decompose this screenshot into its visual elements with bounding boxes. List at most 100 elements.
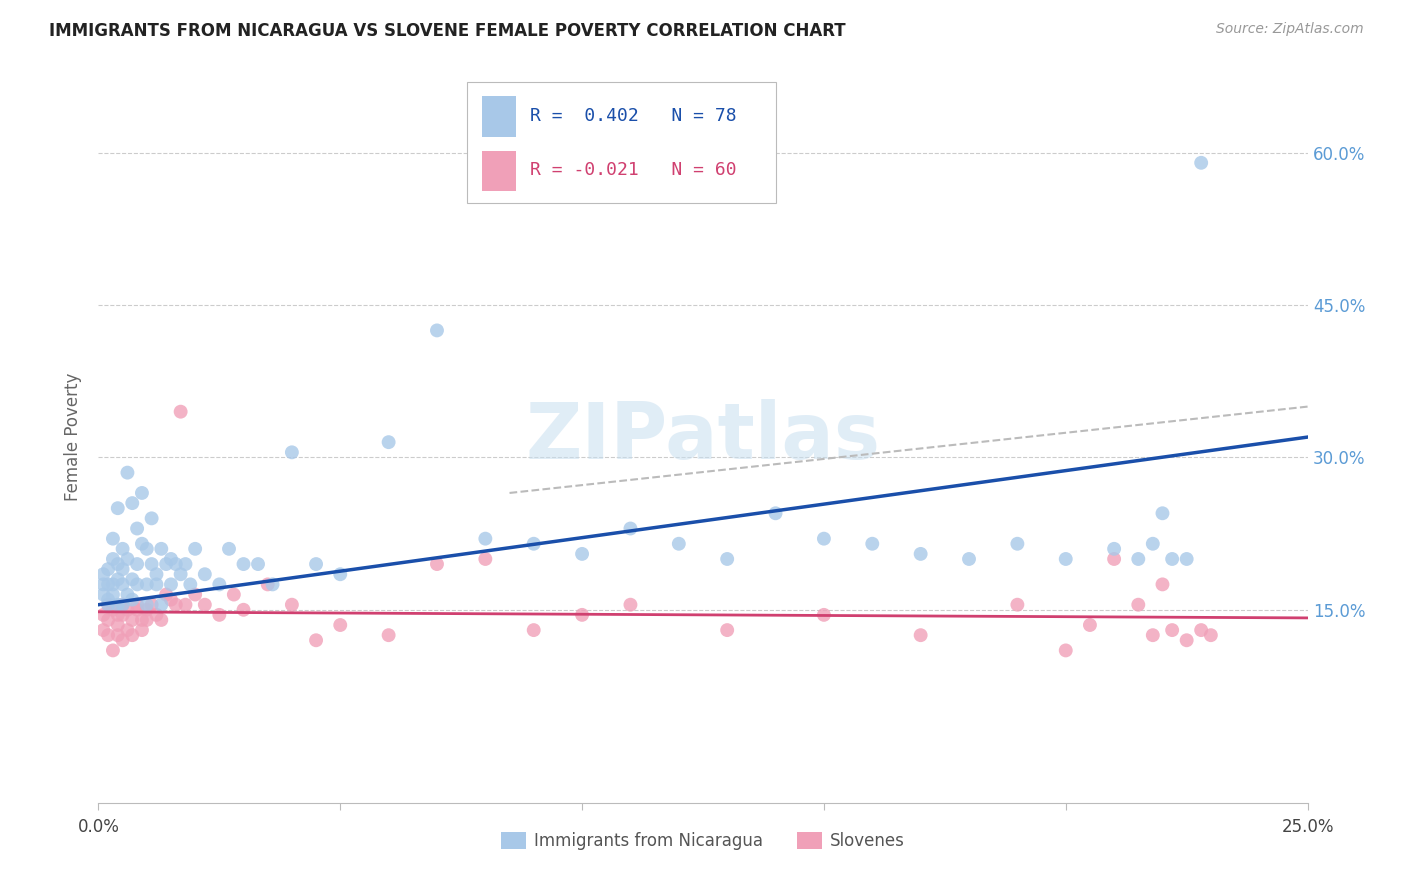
Point	[1175, 552, 1198, 566]
Point	[165, 598, 187, 612]
Point	[135, 598, 157, 612]
Point	[117, 588, 139, 602]
Text: IMMIGRANTS FROM NICARAGUA VS SLOVENE FEMALE POVERTY CORRELATION CHART: IMMIGRANTS FROM NICARAGUA VS SLOVENE FEM…	[49, 22, 846, 40]
Point	[1142, 628, 1164, 642]
Point	[1161, 623, 1184, 637]
Point	[716, 552, 738, 566]
Y-axis label: Female Poverty: Female Poverty	[65, 373, 83, 501]
Point	[135, 541, 157, 556]
FancyBboxPatch shape	[467, 82, 776, 203]
Point	[523, 623, 546, 637]
Point	[957, 552, 980, 566]
Point	[131, 486, 153, 500]
Point	[222, 588, 245, 602]
Point	[474, 552, 496, 566]
Point	[121, 496, 143, 510]
Point	[145, 577, 167, 591]
Point	[377, 435, 399, 450]
Point	[571, 607, 593, 622]
Point	[107, 557, 129, 571]
Point	[135, 613, 157, 627]
Point	[232, 557, 254, 571]
Point	[281, 598, 304, 612]
Point	[111, 598, 134, 612]
Point	[262, 577, 284, 591]
Point	[184, 541, 207, 556]
Point	[160, 577, 183, 591]
Point	[91, 577, 114, 591]
Point	[107, 607, 129, 622]
Point	[145, 567, 167, 582]
Point	[1007, 598, 1029, 612]
Point	[426, 323, 449, 337]
Point	[101, 552, 124, 566]
Point	[184, 588, 207, 602]
Point	[91, 623, 114, 637]
Point	[256, 577, 278, 591]
Point	[619, 521, 641, 535]
Point	[97, 628, 120, 642]
Point	[1054, 643, 1077, 657]
Point	[1128, 552, 1150, 566]
Point	[426, 557, 449, 571]
Point	[1128, 598, 1150, 612]
Point	[97, 598, 120, 612]
Point	[101, 603, 124, 617]
Point	[121, 628, 143, 642]
Point	[127, 598, 149, 612]
Point	[97, 598, 120, 612]
Text: Source: ZipAtlas.com: Source: ZipAtlas.com	[1216, 22, 1364, 37]
Point	[107, 572, 129, 586]
Point	[97, 613, 120, 627]
Point	[121, 572, 143, 586]
Point	[305, 557, 328, 571]
Point	[117, 552, 139, 566]
Point	[169, 567, 191, 582]
Point	[174, 598, 197, 612]
Point	[107, 501, 129, 516]
Point	[165, 557, 187, 571]
Point	[150, 598, 173, 612]
Point	[329, 567, 352, 582]
Point	[160, 552, 183, 566]
Point	[101, 588, 124, 602]
Point	[135, 577, 157, 591]
Point	[1152, 506, 1174, 520]
Point	[218, 541, 240, 556]
Point	[1142, 537, 1164, 551]
Point	[91, 567, 114, 582]
Point	[97, 577, 120, 591]
Point	[169, 405, 191, 419]
Point	[107, 618, 129, 632]
Point	[1161, 552, 1184, 566]
Point	[131, 623, 153, 637]
Point	[111, 577, 134, 591]
Point	[101, 577, 124, 591]
Point	[523, 537, 546, 551]
Point	[668, 537, 690, 551]
Point	[117, 603, 139, 617]
Point	[179, 577, 201, 591]
Point	[765, 506, 787, 520]
Bar	[482, 96, 516, 136]
Point	[860, 537, 883, 551]
Point	[97, 562, 120, 576]
Point	[1078, 618, 1101, 632]
Point	[127, 603, 149, 617]
Point	[194, 567, 217, 582]
Point	[1189, 156, 1212, 170]
Point	[127, 521, 149, 535]
Point	[910, 547, 932, 561]
Point	[1152, 577, 1174, 591]
Point	[813, 607, 835, 622]
Point	[91, 607, 114, 622]
Point	[174, 557, 197, 571]
Point	[131, 613, 153, 627]
Point	[1102, 552, 1125, 566]
Point	[111, 633, 134, 648]
Text: R = -0.021   N = 60: R = -0.021 N = 60	[530, 161, 737, 179]
Point	[1054, 552, 1077, 566]
Point	[101, 643, 124, 657]
Point	[97, 592, 120, 607]
Point	[208, 607, 231, 622]
